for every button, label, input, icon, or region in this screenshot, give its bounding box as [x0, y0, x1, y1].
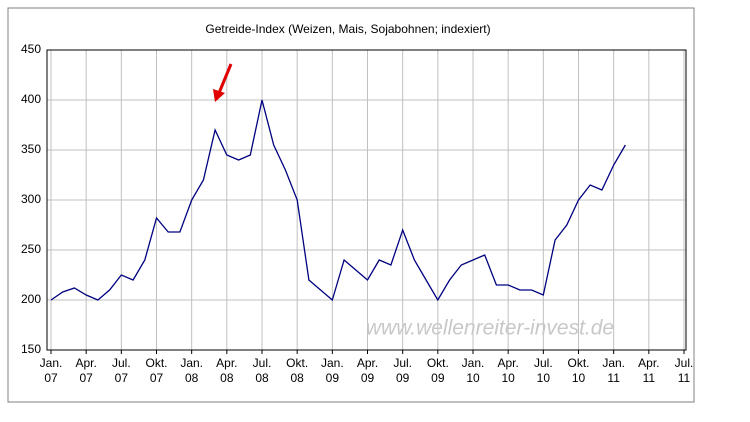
x-tick-label: 09 — [396, 371, 410, 385]
x-tick-label: Jan. — [462, 356, 485, 370]
y-tick-label: 350 — [21, 142, 41, 156]
x-tick-label: 10 — [572, 371, 586, 385]
data-line — [50, 99, 626, 302]
x-tick-label: 07 — [115, 371, 129, 385]
chart-title: Getreide-Index (Weizen, Mais, Sojabohnen… — [205, 22, 490, 36]
x-tick-label: Jul. — [112, 356, 131, 370]
x-tick-label: Jan. — [602, 356, 625, 370]
x-tick-label: Apr. — [638, 356, 659, 370]
x-tick-label: 07 — [150, 371, 164, 385]
x-tick-label: 11 — [643, 371, 656, 385]
x-tick-label: Jan. — [40, 356, 63, 370]
chart-frame — [7, 7, 695, 403]
x-tick-label: 07 — [44, 371, 58, 385]
x-tick-label: 08 — [185, 371, 199, 385]
x-tick-label: 10 — [466, 371, 480, 385]
x-tick-label: Jul. — [534, 356, 553, 370]
y-tick-label: 150 — [21, 342, 41, 356]
x-tick-label: 10 — [537, 371, 551, 385]
x-tick-label: Apr. — [357, 356, 378, 370]
x-tick-label: Jan. — [321, 356, 344, 370]
y-tick-label: 250 — [21, 242, 41, 256]
x-tick-label: 11 — [678, 371, 691, 385]
watermark: www.wellenreiter-invest.de — [366, 317, 614, 340]
x-tick-label: Okt. — [286, 356, 308, 370]
x-tick-label: 09 — [361, 371, 375, 385]
x-tick-label: Jul. — [393, 356, 412, 370]
x-tick-label: 09 — [326, 371, 340, 385]
y-tick-label: 450 — [21, 42, 41, 56]
x-tick-label: 09 — [431, 371, 445, 385]
x-tick-label: Jul. — [675, 356, 694, 370]
y-tick-label: 300 — [21, 192, 41, 206]
x-tick-label: Apr. — [75, 356, 96, 370]
y-tick-label: 400 — [21, 92, 41, 106]
x-tick-label: 10 — [501, 371, 515, 385]
y-tick-label: 200 — [21, 292, 41, 306]
plot-area: 150200250300350400450Jan.07Apr.07Jul.07O… — [21, 42, 693, 385]
annotation-arrow — [213, 63, 233, 102]
x-tick-label: Okt. — [427, 356, 449, 370]
x-tick-label: Apr. — [216, 356, 237, 370]
x-tick-label: Jul. — [253, 356, 272, 370]
x-tick-label: Jan. — [180, 356, 203, 370]
x-tick-label: 08 — [255, 371, 269, 385]
x-tick-label: Okt. — [567, 356, 589, 370]
x-tick-label: 08 — [290, 371, 304, 385]
plot-border — [46, 49, 687, 351]
x-tick-label: 11 — [607, 371, 620, 385]
x-tick-label: Okt. — [145, 356, 167, 370]
x-tick-label: 08 — [220, 371, 234, 385]
x-tick-label: Apr. — [497, 356, 518, 370]
x-tick-label: 07 — [79, 371, 93, 385]
